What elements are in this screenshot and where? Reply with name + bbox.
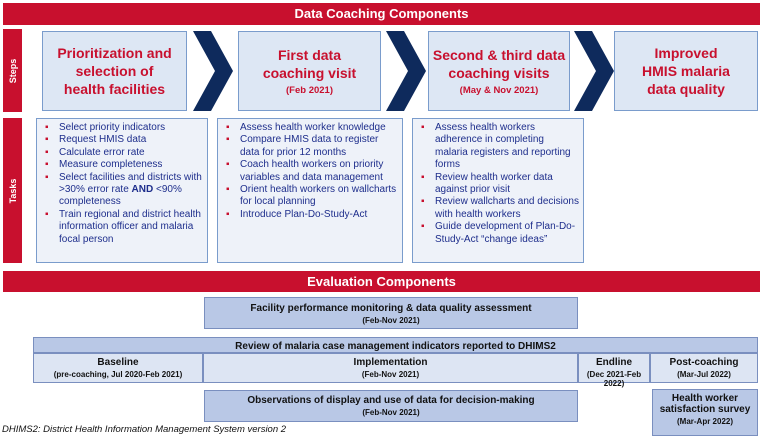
banner-title: Data Coaching Components [294, 6, 469, 21]
and-emphasis: AND [131, 184, 154, 196]
task-item: Orient health workers on wallcharts for … [224, 184, 398, 209]
step-date: (May & Nov 2021) [459, 85, 539, 96]
review-indicators-bar: Review of malaria case management indica… [33, 337, 758, 353]
step-first-visit: First data coaching visit (Feb 2021) [238, 31, 381, 111]
survey-title-line: satisfaction survey [659, 404, 751, 415]
task-item: Coach health workers on priority variabl… [224, 159, 398, 184]
step-title: Prioritization and selection of health f… [57, 45, 172, 97]
phase-date: (pre-coaching, Jul 2020-Feb 2021) [53, 370, 183, 379]
task-item: Calculate error rate [43, 147, 203, 160]
task-item: Select priority indicators [43, 122, 203, 135]
phase-title: Implementation [353, 357, 428, 368]
chevron-right-icon [386, 31, 426, 111]
phase-implementation: Implementation (Feb-Nov 2021) [203, 353, 578, 383]
task-item: Introduce Plan-Do-Study-Act [224, 209, 398, 222]
observations-date: (Feb-Nov 2021) [362, 408, 420, 417]
step-title: Improved HMIS malaria data quality [642, 45, 730, 97]
phase-date: (Dec 2021-Feb 2022) [586, 370, 642, 388]
phase-baseline: Baseline (pre-coaching, Jul 2020-Feb 202… [33, 353, 203, 383]
footnote: DHIMS2: District Health Information Mana… [2, 424, 287, 435]
task-item: Request HMIS data [43, 134, 203, 147]
task-item: Select facilities and districts with >30… [43, 172, 203, 209]
step-prioritization: Prioritization and selection of health f… [42, 31, 187, 111]
step-improved-quality: Improved HMIS malaria data quality [614, 31, 758, 111]
steps-label-text: Steps [7, 58, 18, 83]
tasks-first-visit: Assess health worker knowledge Compare H… [217, 118, 403, 263]
data-coaching-banner: Data Coaching Components [3, 3, 760, 25]
tasks-label: Tasks [3, 118, 22, 263]
observations-title: Observations of display and use of data … [247, 395, 535, 406]
task-item: Review wallcharts and decisions with hea… [419, 196, 579, 221]
evaluation-title: Evaluation Components [307, 274, 456, 289]
facility-monitoring-box: Facility performance monitoring & data q… [204, 297, 578, 329]
observations-box: Observations of display and use of data … [204, 390, 578, 422]
task-item: Compare HMIS data to register data for p… [224, 134, 398, 159]
task-item: Assess health workers adherence in compl… [419, 122, 579, 172]
task-item: Measure completeness [43, 159, 203, 172]
survey-title-line: Health worker [671, 393, 739, 404]
phase-date: (Feb-Nov 2021) [361, 370, 420, 379]
phase-date: (Mar-Jul 2022) [677, 370, 731, 379]
phase-title: Baseline [97, 357, 139, 368]
chevron-right-icon [574, 31, 614, 111]
step-title: Second & third data coaching visits [432, 47, 566, 81]
phase-endline: Endline (Dec 2021-Feb 2022) [578, 353, 650, 388]
chevron-right-icon [193, 31, 233, 111]
survey-date: (Mar-Apr 2022) [676, 417, 733, 426]
tasks-label-text: Tasks [7, 178, 18, 203]
tasks-prioritization: Select priority indicators Request HMIS … [36, 118, 208, 263]
task-item: Assess health worker knowledge [224, 122, 398, 135]
step-date: (Feb 2021) [286, 85, 333, 96]
review-indicators-title: Review of malaria case management indica… [235, 341, 556, 352]
tasks-second-third-visits: Assess health workers adherence in compl… [412, 118, 584, 263]
task-item: Train regional and district health infor… [43, 209, 203, 246]
step-second-third-visits: Second & third data coaching visits (May… [428, 31, 570, 111]
phase-title: Endline [595, 357, 633, 368]
satisfaction-survey-box: Health worker satisfaction survey (Mar-A… [652, 389, 758, 436]
phase-title: Post-coaching [669, 357, 739, 368]
step-title: First data coaching visit [262, 47, 357, 81]
facility-monitoring-date: (Feb-Nov 2021) [362, 316, 420, 325]
task-item: Guide development of Plan-Do-Study-Act “… [419, 221, 579, 246]
steps-label: Steps [3, 29, 22, 112]
evaluation-banner: Evaluation Components [3, 271, 760, 292]
facility-monitoring-title: Facility performance monitoring & data q… [250, 303, 532, 314]
phase-post-coaching: Post-coaching (Mar-Jul 2022) [650, 353, 758, 383]
task-item: Review health worker data against prior … [419, 172, 579, 197]
